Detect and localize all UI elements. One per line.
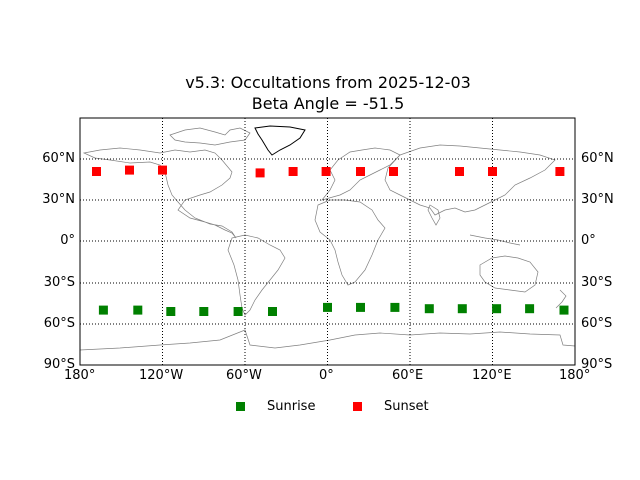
y-tick-left-0: 0° bbox=[60, 233, 75, 248]
sunset-point bbox=[356, 167, 365, 176]
legend-label-sunrise: Sunrise bbox=[267, 399, 316, 414]
y-tick-left-60n: 60°N bbox=[42, 151, 75, 166]
chart-title-line2: Beta Angle = -51.5 bbox=[251, 94, 405, 113]
sunrise-point bbox=[559, 305, 569, 315]
legend-item-sunrise: Sunrise bbox=[236, 399, 315, 414]
sunset-marker-icon bbox=[353, 402, 362, 411]
legend-item-sunset: Sunset bbox=[353, 399, 429, 414]
sunset-point bbox=[92, 167, 101, 176]
sunset-point bbox=[321, 167, 331, 176]
sunset-point bbox=[158, 165, 167, 175]
data-markers bbox=[92, 165, 569, 316]
map-frame bbox=[79, 117, 576, 366]
y-tick-right-30s: 30°S bbox=[581, 275, 613, 290]
sunrise-point bbox=[199, 307, 209, 316]
sunrise-point bbox=[133, 305, 143, 315]
y-tick-right-60s: 60°S bbox=[581, 316, 613, 331]
sunrise-point bbox=[457, 304, 467, 314]
x-tick-120w: 120°W bbox=[139, 368, 184, 383]
x-tick-0: 0° bbox=[319, 368, 334, 383]
sunset-point bbox=[288, 167, 298, 176]
sunrise-point bbox=[233, 307, 243, 316]
sunrise-marker-icon bbox=[236, 402, 245, 411]
y-tick-right-0: 0° bbox=[581, 233, 596, 248]
sunrise-point bbox=[492, 304, 502, 314]
y-tick-right-90s: 90°S bbox=[581, 357, 613, 372]
y-tick-right-60n: 60°N bbox=[581, 151, 614, 166]
sunset-point bbox=[488, 167, 497, 176]
y-tick-left-30s: 30°S bbox=[43, 275, 75, 290]
x-tick-180w: 180° bbox=[64, 368, 96, 383]
sunset-point bbox=[555, 167, 565, 176]
legend: Sunrise Sunset bbox=[0, 399, 640, 419]
sunset-point bbox=[125, 165, 134, 175]
grid-lines bbox=[80, 118, 575, 365]
x-tick-180e: 180° bbox=[559, 368, 591, 383]
sunrise-point bbox=[268, 307, 277, 316]
legend-label-sunset: Sunset bbox=[384, 399, 429, 414]
y-tick-left-90s: 90°S bbox=[43, 357, 75, 372]
y-tick-left-30n: 30°N bbox=[42, 192, 75, 207]
sunrise-point bbox=[390, 302, 400, 312]
sunrise-point bbox=[323, 302, 332, 312]
chart-title-line1: v5.3: Occultations from 2025-12-03 bbox=[185, 73, 471, 92]
sunrise-point bbox=[98, 305, 108, 315]
y-tick-left-60s: 60°S bbox=[43, 316, 75, 331]
y-tick-right-30n: 30°N bbox=[581, 192, 614, 207]
sunrise-point bbox=[356, 302, 365, 312]
x-tick-120e: 120°E bbox=[472, 368, 512, 383]
x-tick-60w: 60°W bbox=[226, 368, 262, 383]
sunrise-point bbox=[525, 304, 535, 314]
x-tick-60e: 60°E bbox=[392, 368, 424, 383]
coastlines bbox=[79, 125, 576, 351]
sunset-point bbox=[389, 167, 398, 176]
sunrise-point bbox=[166, 307, 176, 316]
sunset-point bbox=[255, 168, 265, 178]
sunrise-point bbox=[424, 304, 434, 314]
sunset-point bbox=[455, 167, 464, 176]
